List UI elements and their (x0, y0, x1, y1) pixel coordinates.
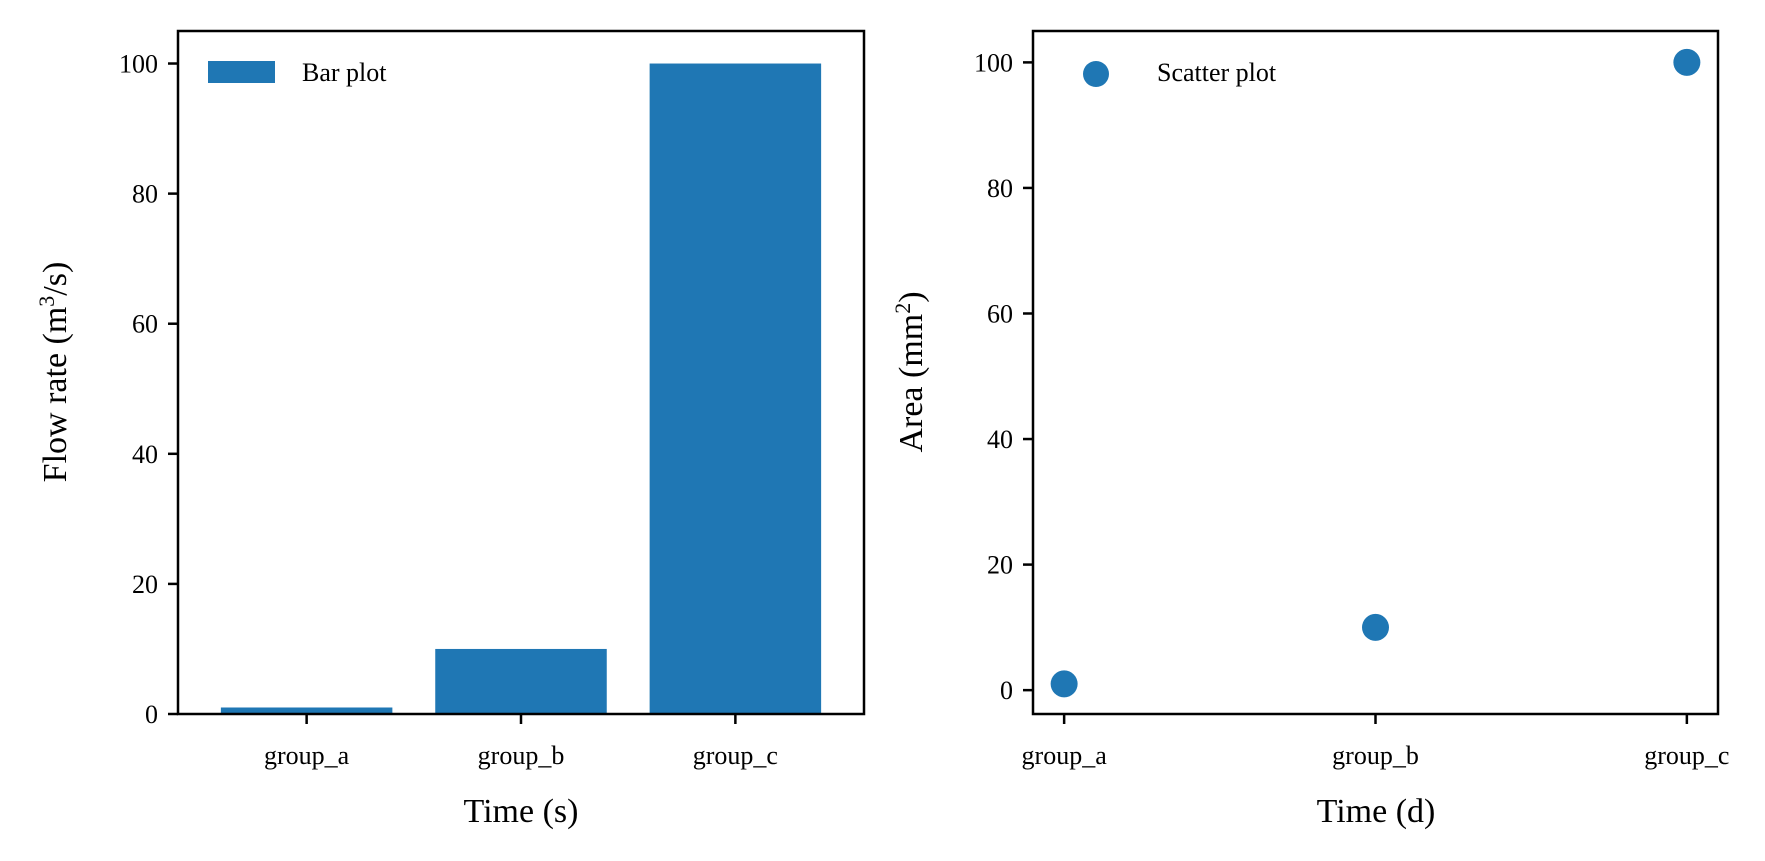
y-tick-label: 60 (987, 299, 1013, 328)
y-tick-label: 60 (132, 310, 158, 339)
y-tick-label: 40 (132, 440, 158, 469)
scatter-chart-y-axis-label-superscript: 2 (890, 303, 915, 314)
y-tick-label: 100 (974, 48, 1013, 77)
bar-chart-y-axis-label-main: Flow rate (m (37, 307, 74, 483)
x-tick-label: group_b (1332, 741, 1419, 770)
x-tick-label: group_c (693, 741, 778, 770)
x-tick-label: group_a (264, 741, 350, 770)
y-tick-label: 40 (987, 425, 1013, 454)
bar-legend-label: Bar plot (302, 58, 387, 87)
scatter-chart-x-axis-label: Time (d) (1317, 793, 1436, 830)
scatter-point (1362, 613, 1389, 641)
bar-chart-x-ticks: group_a group_b group_c (264, 714, 778, 770)
scatter-point (1673, 48, 1701, 76)
bar (435, 648, 607, 714)
bar-chart-y-axis-label: Flow rate (m3/s) (34, 262, 74, 483)
scatter-point (1050, 670, 1078, 698)
bar-legend-swatch (208, 61, 275, 83)
bar-chart-legend: Bar plot (208, 58, 387, 87)
bar-chart-y-axis-label-superscript: 3 (34, 296, 59, 307)
bar-chart-y-axis-label-unit: /s) (37, 262, 74, 296)
scatter-chart-y-axis-label: Area (mm2) (890, 291, 930, 452)
y-tick-label: 20 (987, 551, 1013, 580)
bar (649, 63, 822, 715)
scatter-legend-marker (1083, 61, 1109, 87)
bar-marks (220, 63, 822, 715)
x-tick-label: group_c (1644, 741, 1729, 770)
x-tick-label: group_b (478, 741, 565, 770)
scatter-chart-y-axis-label-unit: ) (893, 291, 930, 302)
scatter-marks (1050, 48, 1701, 698)
scatter-chart-x-ticks: group_a group_b group_c (1022, 714, 1729, 770)
bar-chart-y-ticks: 0 20 40 60 80 100 (119, 50, 178, 729)
y-tick-label: 100 (119, 50, 158, 79)
bar-chart-x-axis-label: Time (s) (464, 793, 579, 830)
scatter-legend-label: Scatter plot (1157, 58, 1277, 87)
x-tick-label: group_a (1022, 741, 1108, 770)
bar (220, 707, 393, 714)
scatter-chart-legend: Scatter plot (1083, 58, 1277, 87)
scatter-chart-y-axis-label-main: Area (mm (893, 314, 930, 453)
scatter-chart-y-ticks: 0 20 40 60 80 100 (974, 48, 1033, 705)
y-tick-label: 0 (145, 700, 158, 729)
y-tick-label: 80 (987, 174, 1013, 203)
y-tick-label: 20 (132, 570, 158, 599)
y-tick-label: 0 (1000, 676, 1013, 705)
bar-chart-panel: 0 20 40 60 80 100 group_a group_b group_c Time … (34, 29, 866, 830)
scatter-chart-panel: 0 20 40 60 80 100 group_a group_b group_c Time … (890, 29, 1729, 830)
y-tick-label: 80 (132, 180, 158, 209)
